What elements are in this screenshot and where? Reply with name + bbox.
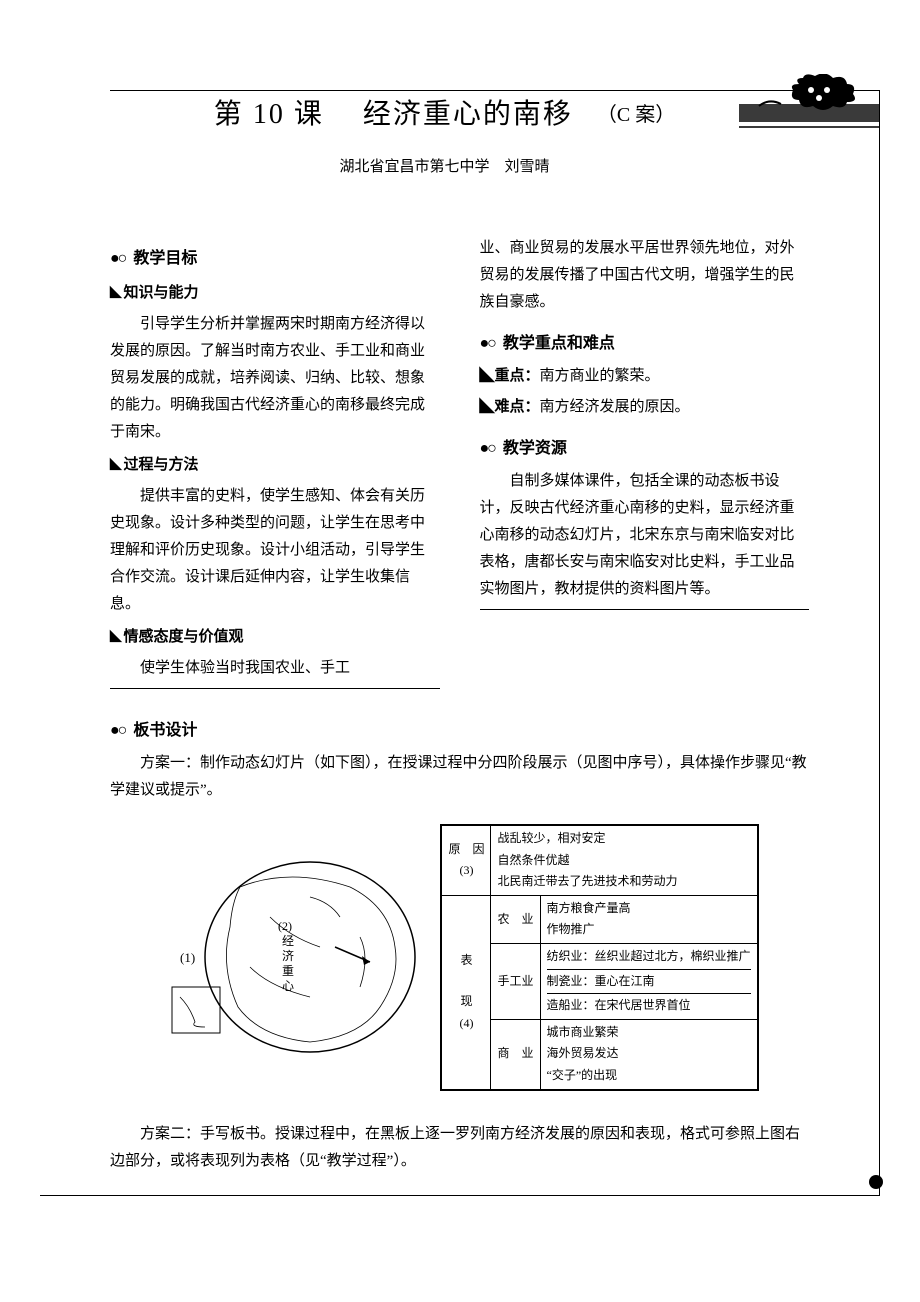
arrow-icon: ◣ [480, 368, 495, 384]
page-corner-dot-icon [869, 1175, 883, 1189]
lesson-prefix: 第 [214, 99, 244, 130]
reason-line-2: 自然条件优越 [497, 850, 750, 872]
lesson-header: 第 10 课 经济重心的南移 （C 案） [40, 90, 849, 140]
diagram-wrapper: (1) (2) 经 济 重 心 原 因 (3) 战乱较少，相对安定 [110, 824, 809, 1091]
board-label: 板书设计 [133, 722, 197, 739]
agri-label-cell: 农 业 [491, 895, 540, 943]
map-label-2c: 重 [282, 964, 294, 978]
present-label-2: 现 [448, 991, 484, 1013]
arrow-icon: ◣ [480, 399, 495, 415]
knowledge-label: 知识与能力 [124, 285, 199, 301]
key-difficulty-label: 教学重点和难点 [503, 335, 615, 352]
commerce-line-3: “交子”的出现 [547, 1065, 751, 1087]
difficulty-line: ◣难点：南方经济发展的原因。 [480, 394, 810, 421]
key-difficulty-heading: ●○ 教学重点和难点 [480, 330, 810, 359]
agri-line-2: 作物推广 [547, 919, 751, 941]
column-end-rule [480, 609, 810, 610]
bullet-icon: ●○ [480, 440, 495, 457]
emotion-body-continued: 业、商业贸易的发展水平居世界领先地位，对外贸易的发展传播了中国古代文明，增强学生… [480, 235, 810, 316]
keypoint-line: ◣重点：南方商业的繁荣。 [480, 363, 810, 390]
board-heading: ●○ 板书设计 [110, 717, 809, 746]
craft-line-3: 造船业：在宋代居世界首位 [547, 995, 751, 1017]
reason-label: 原 因 [448, 839, 484, 861]
lesson-main-title: 经济重心的南移 [363, 99, 573, 130]
resource-label: 教学资源 [503, 440, 567, 457]
present-number: (4) [448, 1013, 484, 1035]
difficulty-body: 南方经济发展的原因。 [540, 399, 690, 415]
map-label-2-num: (2) [278, 919, 292, 933]
craft-line-1: 纺织业：丝织业超过北方，棉织业推广 [547, 946, 751, 970]
process-label: 过程与方法 [124, 457, 199, 473]
table-present-head: 表 现 (4) [442, 895, 491, 1089]
knowledge-body: 引导学生分析并掌握两宋时期南方经济得以发展的原因。了解当时南方农业、手工业和商业… [110, 311, 440, 446]
board-design-section: ●○ 板书设计 方案一：制作动态幻灯片（如下图），在授课过程中分四阶段展示（见图… [40, 717, 849, 1194]
objectives-heading: ●○ 教学目标 [110, 245, 440, 274]
lesson-title: 第 10 课 经济重心的南移 [214, 90, 573, 140]
agri-body-cell: 南方粮食产量高 作物推广 [540, 895, 757, 943]
arrow-icon: ◣ [110, 623, 122, 650]
resource-heading: ●○ 教学资源 [480, 435, 810, 464]
emotion-body-partial: 使学生体验当时我国农业、手工 [110, 655, 440, 682]
map-label-1: (1) [180, 950, 195, 965]
emotion-heading: ◣情感态度与价值观 [110, 624, 440, 651]
reason-line-1: 战乱较少，相对安定 [497, 828, 750, 850]
keypoint-body: 南方商业的繁荣。 [540, 368, 660, 384]
column-end-rule [110, 688, 440, 689]
craft-line-2: 制瓷业：重心在江南 [547, 971, 751, 995]
craft-label-cell: 手工业 [491, 943, 540, 1019]
reason-cell: 战乱较少，相对安定 自然条件优越 北民南迁带去了先进技术和劳动力 [491, 825, 757, 895]
board-plan1: 方案一：制作动态幻灯片（如下图），在授课过程中分四阶段展示（见图中序号），具体操… [110, 750, 809, 804]
two-column-body: ●○ 教学目标 ◣知识与能力 引导学生分析并掌握两宋时期南方经济得以发展的原因。… [40, 231, 849, 703]
case-label: （C 案） [597, 97, 675, 133]
process-heading: ◣过程与方法 [110, 452, 440, 479]
reason-number: (3) [448, 860, 484, 882]
lesson-number: 10 [253, 99, 285, 130]
map-diagram: (1) (2) 经 济 重 心 [160, 857, 420, 1057]
board-plan2: 方案二：手写板书。授课过程中，在黑板上逐一罗列南方经济发展的原因和表现，格式可参… [110, 1121, 809, 1175]
table-reason-head: 原 因 (3) [442, 825, 491, 895]
page-frame: 第 10 课 经济重心的南移 （C 案） 湖北省宜昌市第七中学 刘雪晴 ●○ 教… [40, 90, 880, 1196]
bullet-icon: ●○ [110, 250, 125, 267]
keypoint-label: 重点： [495, 368, 540, 384]
lesson-title-text [333, 99, 363, 130]
commerce-line-1: 城市商业繁荣 [547, 1022, 751, 1044]
objectives-label: 教学目标 [133, 250, 197, 267]
craft-body-cell: 纺织业：丝织业超过北方，棉织业推广 制瓷业：重心在江南 造船业：在宋代居世界首位 [540, 943, 757, 1019]
knowledge-heading: ◣知识与能力 [110, 280, 440, 307]
decoration-cloud-icon [739, 74, 879, 136]
author-line: 湖北省宜昌市第七中学 刘雪晴 [40, 154, 849, 181]
right-column: 业、商业贸易的发展水平居世界领先地位，对外贸易的发展传播了中国古代文明，增强学生… [480, 231, 810, 703]
commerce-line-2: 海外贸易发达 [547, 1043, 751, 1065]
left-column: ●○ 教学目标 ◣知识与能力 引导学生分析并掌握两宋时期南方经济得以发展的原因。… [110, 231, 440, 703]
bullet-icon: ●○ [110, 722, 125, 739]
arrow-icon: ◣ [110, 279, 122, 306]
arrow-icon: ◣ [110, 451, 122, 478]
lesson-unit: 课 [294, 99, 324, 130]
present-label-1: 表 [448, 950, 484, 972]
difficulty-label: 难点： [495, 399, 540, 415]
agri-line-1: 南方粮食产量高 [547, 898, 751, 920]
process-body: 提供丰富的史料，使学生感知、体会有关历史现象。设计多种类型的问题，让学生在思考中… [110, 483, 440, 618]
map-label-2d: 心 [282, 979, 294, 993]
commerce-body-cell: 城市商业繁荣 海外贸易发达 “交子”的出现 [540, 1019, 757, 1089]
reason-line-3: 北民南迁带去了先进技术和劳动力 [497, 871, 750, 893]
bullet-icon: ●○ [480, 335, 495, 352]
reason-present-table: 原 因 (3) 战乱较少，相对安定 自然条件优越 北民南迁带去了先进技术和劳动力… [440, 824, 758, 1091]
emotion-label: 情感态度与价值观 [124, 629, 244, 645]
map-label-2a: 经 [282, 934, 294, 948]
resource-body: 自制多媒体课件，包括全课的动态板书设计，反映古代经济重心南移的史料，显示经济重心… [480, 468, 810, 603]
map-label-2b: 济 [282, 948, 294, 963]
commerce-label-cell: 商 业 [491, 1019, 540, 1089]
